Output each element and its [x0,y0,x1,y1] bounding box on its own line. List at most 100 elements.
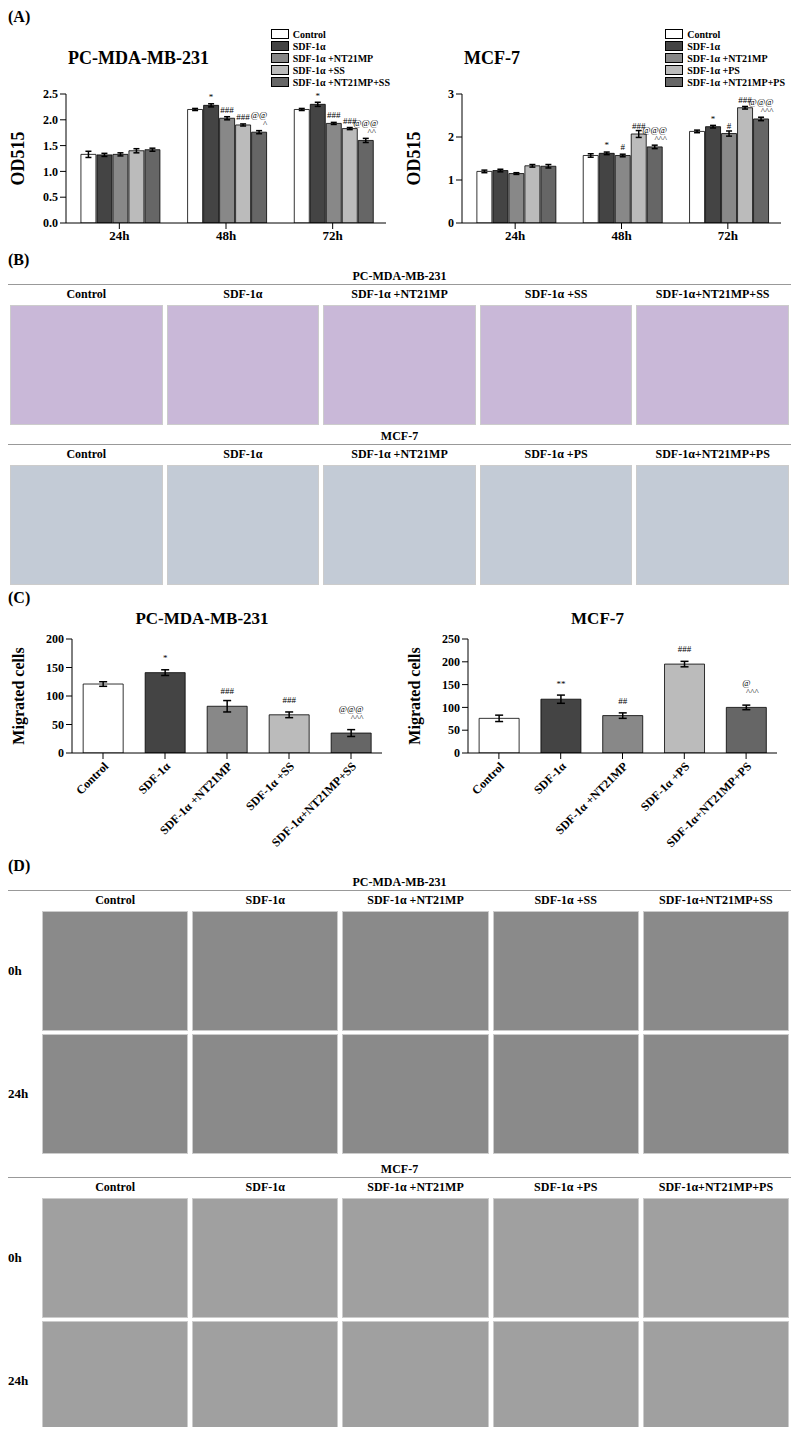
html-text:SDF-1α +SS: SDF-1α +SS [524,287,588,301]
svg-text:0: 0 [454,746,460,760]
html-text:SDF-1α+NT21MP+SS: SDF-1α+NT21MP+SS [655,287,770,301]
svg-text:1.5: 1.5 [43,139,58,153]
svg-text:###: ### [678,644,692,654]
svg-text:###: ### [236,112,250,122]
svg-text:SDF-1α+NT21MP+PS: SDF-1α+NT21MP+PS [663,759,754,850]
svg-text:##: ## [618,696,628,706]
html-text:(C): (C) [8,589,31,606]
html-text:SDF-1α +NT21MP: SDF-1α +NT21MP [367,1180,464,1194]
html-text:Control: Control [66,447,107,461]
svg-text:*: * [711,114,716,124]
svg-text:3: 3 [448,87,454,101]
html-text:Control: Control [95,893,135,907]
html-text:SDF-1α +PS: SDF-1α +PS [524,447,588,461]
html-text:Control: Control [292,28,326,40]
svg-text:###: ### [327,110,341,120]
svg-text:Control: Control [73,759,111,797]
html-text:24h: 24h [8,1086,29,1101]
svg-text:100: 100 [442,701,460,715]
svg-text:0: 0 [58,746,64,760]
svg-text:#: # [620,142,625,152]
html-text:(A): (A) [8,8,31,25]
svg-text:150: 150 [46,661,64,675]
svg-text:150: 150 [442,678,460,692]
svg-text:72h: 72h [323,228,344,243]
html-text:SDF-1α: SDF-1α [223,447,263,461]
svg-text:200: 200 [46,632,64,646]
svg-text:Migrated cells: Migrated cells [406,647,424,744]
svg-text:2.5: 2.5 [43,87,58,101]
svg-text:0.5: 0.5 [43,190,58,204]
svg-text:^^^: ^^^ [351,713,364,723]
html-text:SDF-1α: SDF-1α [245,1180,285,1194]
svg-text:###: ### [282,695,296,705]
html-text:MCF-7: MCF-7 [380,429,419,443]
svg-text:SDF-1α +SS: SDF-1α +SS [243,759,297,813]
svg-text:2: 2 [448,130,454,144]
svg-text:24h: 24h [505,228,526,243]
html-text:SDF-1α: SDF-1α [223,287,263,301]
svg-text:OD515: OD515 [404,132,424,186]
svg-text:^: ^ [263,119,268,129]
svg-text:24h: 24h [109,228,130,243]
svg-text:Control: Control [469,759,507,797]
svg-text:^^^: ^^^ [761,106,774,116]
html-text:SDF-1α: SDF-1α [245,893,285,907]
html-text:MCF-7: MCF-7 [571,609,624,628]
html-text:SDF-1α+NT21MP+PS: SDF-1α+NT21MP+PS [658,1180,774,1194]
html-text:(D): (D) [8,857,31,874]
html-text:PC-MDA-MB-231: PC-MDA-MB-231 [68,48,209,68]
svg-text:SDF-1α+NT21MP+SS: SDF-1α+NT21MP+SS [269,759,360,850]
html-text:SDF-1α: SDF-1α [292,40,326,52]
html-text:SDF-1α +NT21MP: SDF-1α +NT21MP [351,287,448,301]
html-text:MCF-7: MCF-7 [380,1162,419,1176]
html-text:PC-MDA-MB-231: PC-MDA-MB-231 [352,269,447,283]
html-text:Control: Control [66,287,107,301]
svg-text:1.0: 1.0 [43,165,58,179]
svg-text:SDF-1α: SDF-1α [135,759,173,797]
svg-text:*: * [604,140,609,150]
svg-text:2.0: 2.0 [43,113,58,127]
svg-text:^^^: ^^^ [654,134,667,144]
html-text:MCF-7: MCF-7 [464,48,520,68]
html-text:SDF-1α +SS: SDF-1α +SS [534,893,597,907]
svg-text:^^: ^^ [368,127,377,137]
html-text:0h: 0h [8,963,22,978]
svg-text:#: # [727,121,732,131]
svg-text:200: 200 [442,655,460,669]
svg-text:0.0: 0.0 [43,216,58,230]
svg-text:Migrated cells: Migrated cells [10,647,28,744]
svg-text:250: 250 [442,632,460,646]
html-text:SDF-1α+NT21MP+SS: SDF-1α+NT21MP+SS [659,893,773,907]
svg-text:*: * [209,92,214,102]
html-text:SDF-1α +PS: SDF-1α +PS [534,1180,598,1194]
svg-text:OD515: OD515 [8,132,28,186]
svg-text:###: ### [220,686,234,696]
svg-text:0: 0 [448,216,454,230]
svg-text:48h: 48h [216,228,237,243]
svg-text:100: 100 [46,689,64,703]
html-text:PC-MDA-MB-231: PC-MDA-MB-231 [352,875,447,889]
html-text:(B): (B) [8,251,30,268]
svg-text:1: 1 [448,173,454,187]
html-text:0h: 0h [8,1250,22,1265]
svg-text:*: * [316,91,321,101]
svg-text:SDF-1α +NT21MP: SDF-1α +NT21MP [552,759,630,837]
html-text:Control: Control [95,1180,135,1194]
html-text:SDF-1α +NT21MP: SDF-1α +NT21MP [367,893,464,907]
svg-text:48h: 48h [611,228,632,243]
svg-text:SDF-1α +PS: SDF-1α +PS [638,759,693,814]
svg-text:72h: 72h [718,228,739,243]
html-text:SDF-1α +NT21MP: SDF-1α +NT21MP [351,447,448,461]
svg-text:^^^: ^^^ [746,687,759,697]
html-text:24h: 24h [8,1373,29,1388]
svg-text:**: ** [556,679,566,689]
html-text:PC-MDA-MB-231: PC-MDA-MB-231 [135,609,269,628]
svg-text:50: 50 [448,723,460,737]
svg-text:SDF-1α +NT21MP: SDF-1α +NT21MP [157,759,235,837]
html-text:SDF-1α+NT21MP+PS: SDF-1α+NT21MP+PS [655,447,770,461]
svg-text:###: ### [220,105,234,115]
svg-text:50: 50 [52,718,64,732]
svg-text:*: * [163,653,168,663]
svg-text:SDF-1α: SDF-1α [531,759,569,797]
